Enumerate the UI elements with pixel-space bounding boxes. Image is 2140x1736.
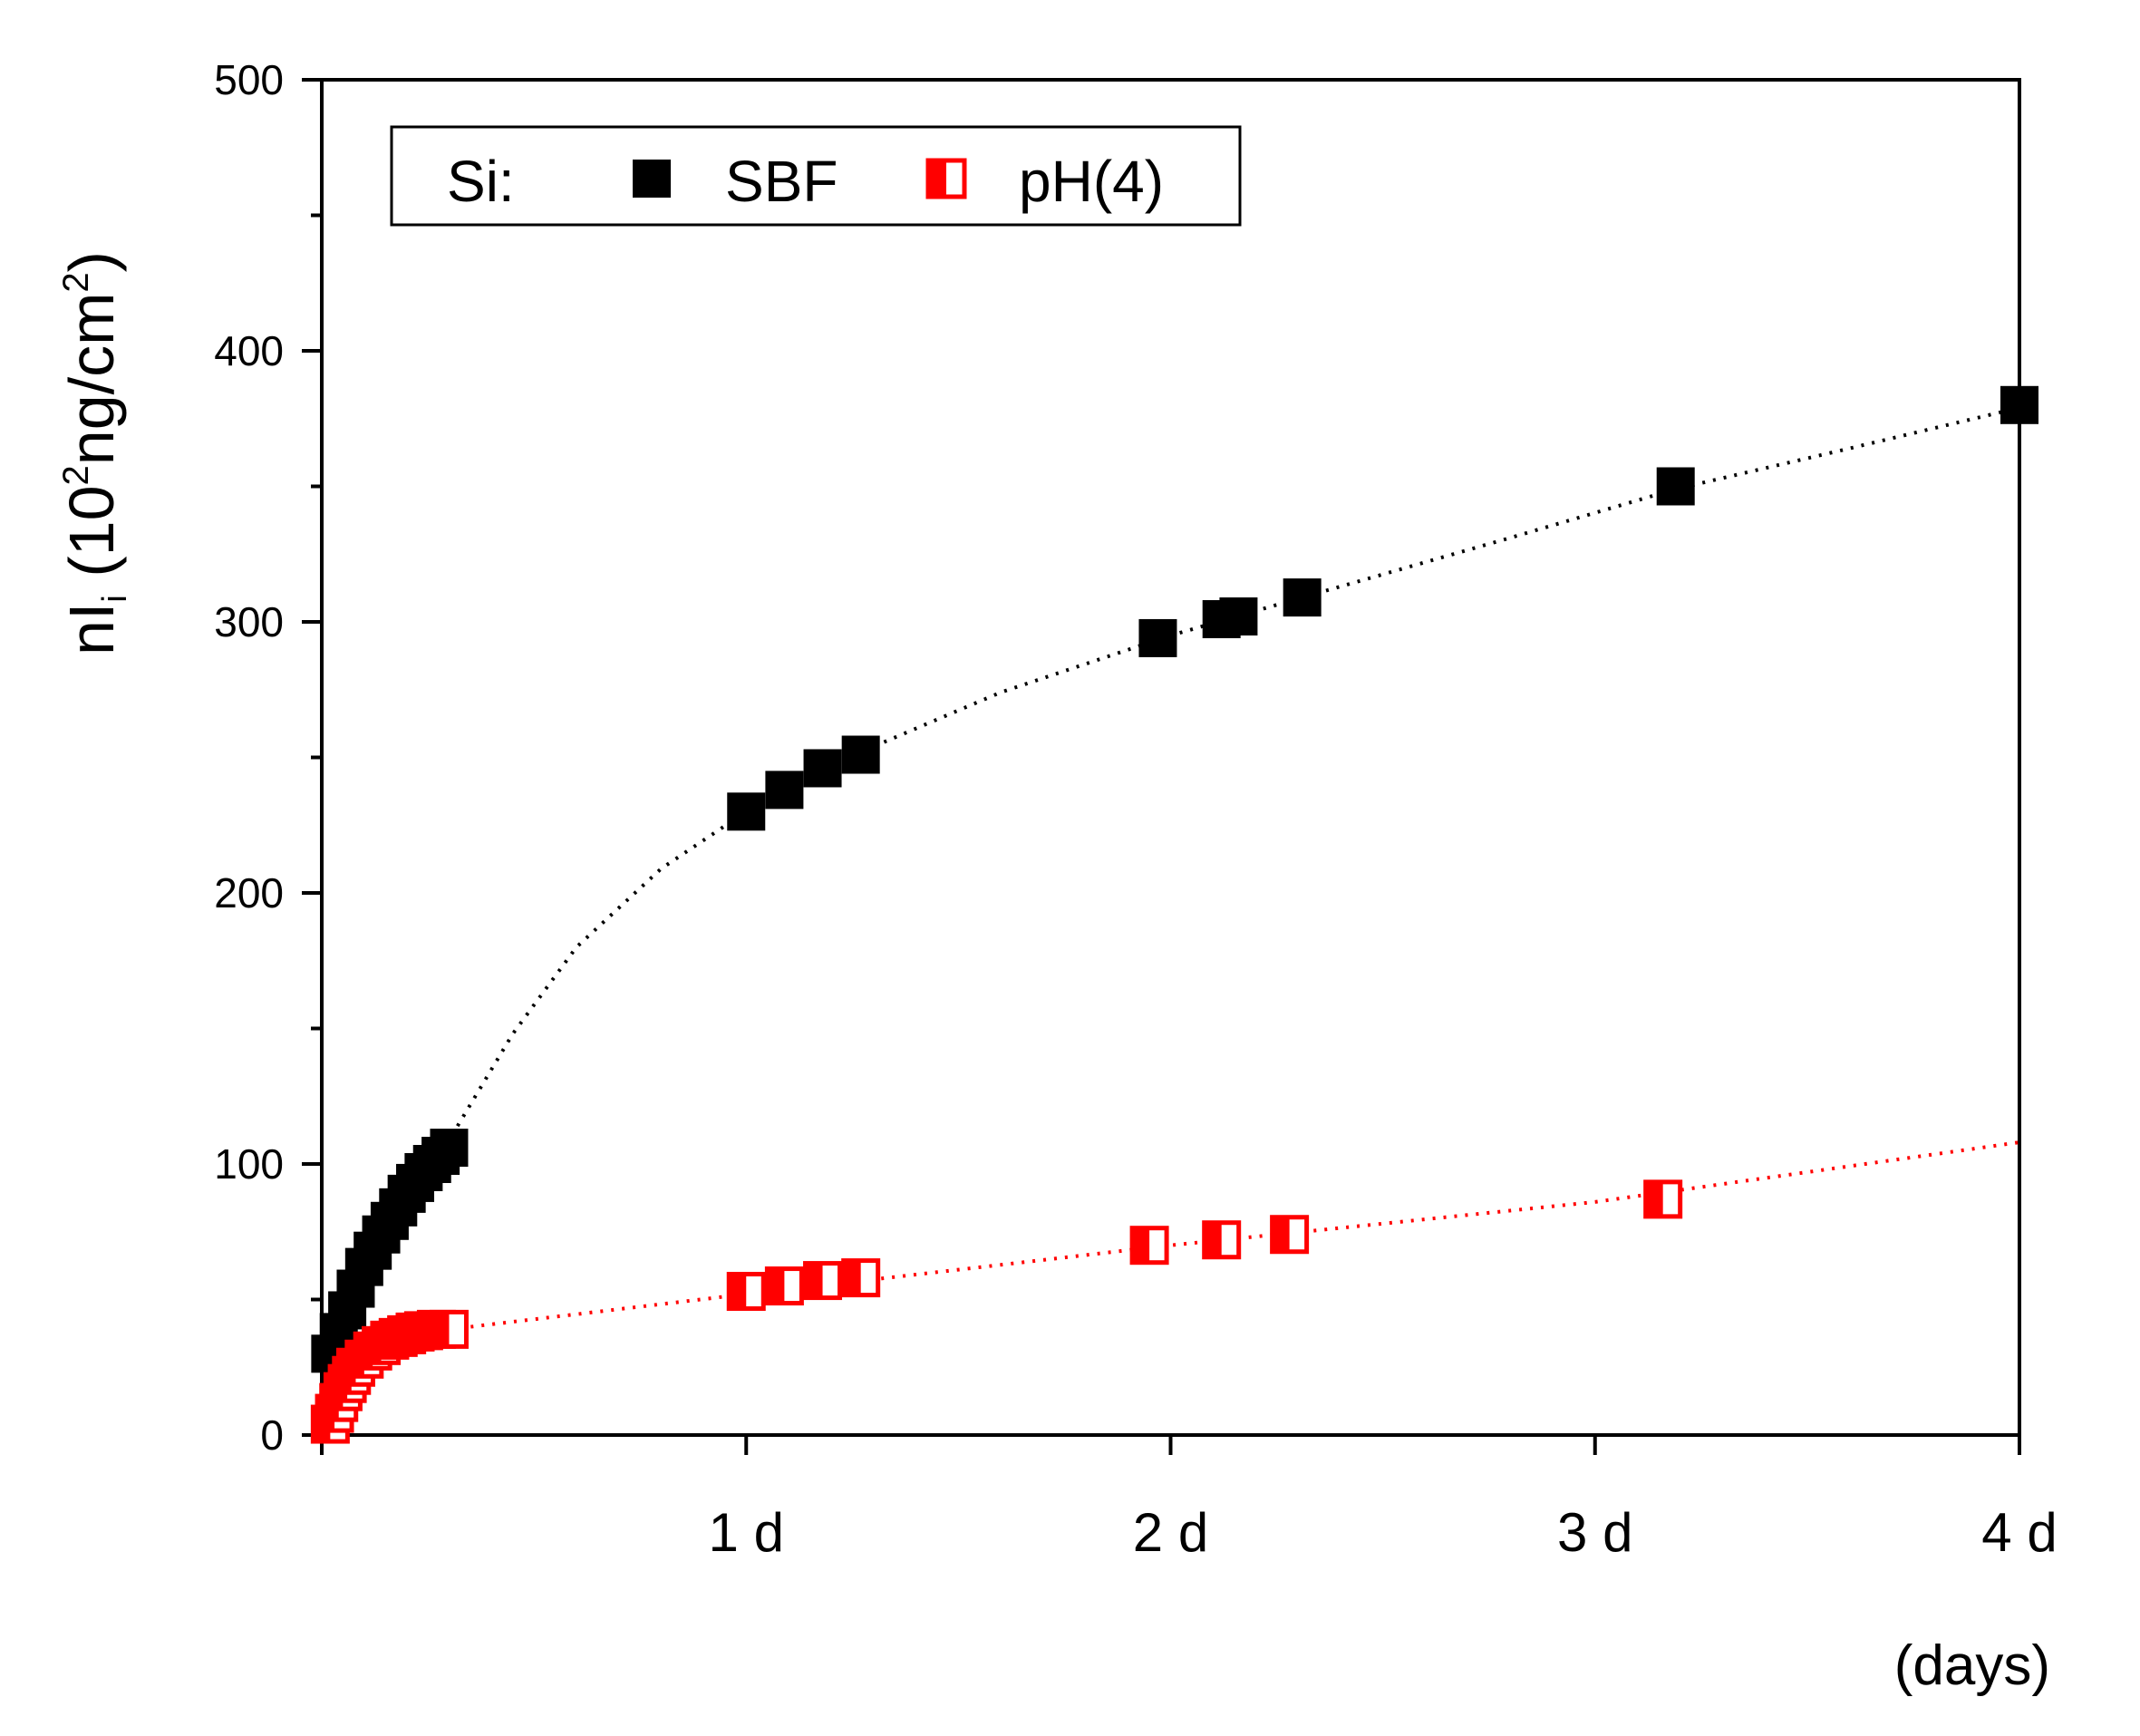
trend-line-ph4	[449, 1140, 2020, 1332]
data-point-sbf	[765, 771, 804, 810]
data-point-sbf	[1219, 597, 1258, 636]
x-axis: 1 d 2 d 3 d 4 d	[320, 1435, 2058, 1563]
x-tick-label: 3 d	[1557, 1502, 1632, 1563]
legend-ph4-marker	[925, 158, 967, 199]
marker-fill	[767, 1268, 785, 1304]
data-point-sbf	[1283, 578, 1322, 617]
data-point-ph4	[429, 1309, 469, 1349]
legend-box	[390, 125, 1242, 227]
data-point-sbf	[803, 749, 842, 788]
data-point-sbf	[1138, 618, 1177, 657]
x-tick-label: 2 d	[1133, 1502, 1208, 1563]
data-point-ph4	[1643, 1179, 1683, 1219]
data-points	[310, 385, 2038, 1444]
data-point-sbf	[1656, 467, 1695, 506]
y-axis-label: nIi (102ng/cm2)	[56, 251, 134, 655]
data-point-sbf	[2000, 385, 2038, 424]
data-point-sbf	[841, 735, 880, 774]
legend-ph4-label: pH(4)	[1019, 149, 1164, 214]
legend-prefix: Si:	[447, 149, 515, 214]
data-point-ph4	[726, 1272, 766, 1312]
data-point-ph4	[841, 1258, 881, 1298]
data-point-ph4	[764, 1266, 804, 1306]
x-tick-label: 1 d	[709, 1502, 784, 1563]
data-point-ph4	[1202, 1220, 1242, 1260]
data-point-ph4	[1129, 1226, 1169, 1266]
legend-sbf-label: SBF	[725, 149, 838, 214]
y-axis-label-sup1: 2	[56, 465, 96, 485]
marker-fill	[805, 1263, 823, 1298]
marker-fill	[431, 1312, 450, 1347]
marker-fill	[1272, 1217, 1290, 1252]
y-tick-label: 500	[214, 56, 284, 103]
data-point-ph4	[1270, 1215, 1310, 1255]
x-tick-label: 4 d	[1981, 1502, 2057, 1563]
plot-area	[320, 78, 2021, 1437]
marker-fill	[843, 1260, 861, 1295]
marker-fill	[1204, 1222, 1222, 1257]
y-tick-label: 200	[214, 869, 284, 916]
y-tick-label: 0	[260, 1411, 284, 1459]
data-point-sbf	[727, 792, 766, 831]
y-axis: 0 100 200 300 400 500	[214, 56, 322, 1459]
x-axis-label: (days)	[1894, 1634, 2050, 1697]
trend-lines	[449, 405, 2020, 1332]
marker-fill	[1132, 1227, 1150, 1263]
y-tick-label: 400	[214, 327, 284, 374]
y-axis-label-sup2: 2	[56, 272, 96, 292]
y-axis-label-open: (10	[56, 485, 127, 595]
legend: Si: SBF pH(4)	[390, 125, 1242, 227]
y-axis-label-sub: i	[96, 595, 134, 602]
y-axis-label-mid: ng/cm	[56, 293, 127, 466]
legend-sbf-marker	[633, 160, 671, 198]
y-tick-label: 100	[214, 1140, 284, 1188]
y-axis-label-main: nI	[56, 603, 127, 655]
trend-line-sbf	[456, 405, 2020, 1128]
y-axis-label-close: )	[56, 251, 127, 272]
marker-fill	[1645, 1181, 1663, 1217]
y-tick-label: 300	[214, 598, 284, 645]
data-point-sbf	[430, 1129, 469, 1168]
marker-fill	[729, 1274, 747, 1309]
data-point-ph4	[803, 1261, 843, 1301]
